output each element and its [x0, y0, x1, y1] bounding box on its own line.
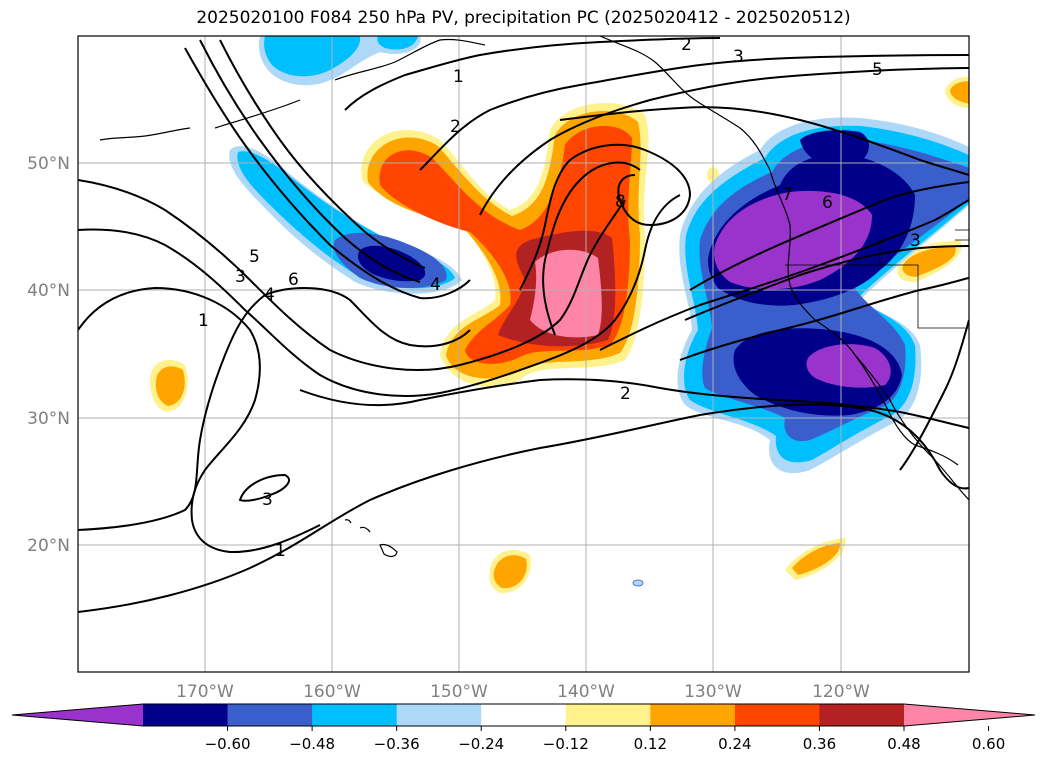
colorbar-tick-label: −0.60	[205, 735, 251, 753]
contour-label: 3	[235, 267, 246, 287]
pv-contour-6	[219, 39, 426, 269]
pv-contour-2	[344, 37, 721, 111]
pv-contour-5	[559, 106, 969, 176]
lon-label: 120°W	[812, 682, 870, 702]
colorbar-segment	[143, 704, 229, 726]
colorbar-segment	[481, 704, 567, 726]
pv-contour-2	[78, 179, 626, 371]
coastlines	[99, 36, 969, 558]
colorbar-tick-label: 0.24	[718, 735, 751, 753]
contour-label: 3	[262, 490, 273, 510]
lat-label: 20°N	[27, 536, 70, 556]
alaska-coast	[99, 38, 486, 141]
lon-label: 160°W	[303, 682, 361, 702]
colorbar-tick-label: −0.24	[458, 735, 504, 753]
positive-anomaly-orange	[155, 366, 185, 406]
colorbar: −0.60 −0.48 −0.36 −0.24 −0.12 0.12 0.24 0.36 0.4…	[11, 703, 1036, 753]
contour-label: 1	[198, 311, 209, 331]
colorbar-segment	[396, 704, 482, 726]
contour-label: 5	[249, 247, 260, 267]
lon-label: 150°W	[430, 682, 488, 702]
contour-label: 6	[288, 270, 299, 290]
positive-anomaly-orange	[902, 246, 956, 277]
negative-anomaly-navy	[800, 130, 870, 167]
lat-label: 30°N	[27, 409, 70, 429]
contour-label: 2	[450, 117, 461, 137]
map-area: 1 2 3 5 1 2 4 5 3 6 1 8 6 2 3 3 1 7 4	[77, 35, 970, 673]
colorbar-tick-label: −0.36	[374, 735, 420, 753]
contour-label: 2	[620, 384, 631, 404]
alaska-panhandle-coast	[599, 36, 969, 501]
latitude-axis: 50°N 40°N 30°N 20°N	[27, 154, 70, 556]
map-title: 2025020100 F084 250 hPa PV, precipitatio…	[196, 8, 851, 28]
pv-contour-1	[78, 287, 471, 531]
pv-contour-6	[519, 143, 692, 291]
pv-contour-6	[684, 245, 969, 321]
positive-anomaly-orange	[792, 543, 841, 575]
negative-anomaly-cyan	[377, 36, 418, 50]
contour-label: 7	[782, 185, 793, 205]
colorbar-segment	[565, 704, 651, 726]
colorbar-tick-label: 0.36	[803, 735, 836, 753]
colorbar-outline	[11, 703, 1036, 727]
colorbar-segment	[312, 704, 398, 726]
contour-label: 4	[264, 285, 275, 305]
pv-contour-2	[899, 319, 969, 471]
lat-label: 50°N	[27, 154, 70, 174]
pv-contour-3	[78, 194, 681, 397]
positive-anomaly-orange	[950, 81, 969, 104]
positive-anomaly-pink	[530, 249, 602, 338]
colorbar-segment	[650, 704, 736, 726]
pv-contour-1	[78, 403, 969, 613]
colorbar-extend-min	[12, 704, 143, 726]
pv-contour-1	[78, 286, 321, 554]
pv-contour-4	[599, 199, 969, 351]
longitude-axis: 170°W 160°W 150°W 140°W 130°W 120°W	[176, 682, 870, 702]
contour-label: 4	[430, 275, 441, 295]
colorbar-segment	[819, 704, 905, 726]
positive-anomaly-orange	[493, 555, 527, 589]
contour-label: 3	[910, 231, 921, 251]
pv-contour-5	[199, 39, 421, 283]
negative-anomaly-light-blue	[632, 579, 644, 587]
lon-label: 130°W	[684, 682, 742, 702]
colorbar-segment	[734, 704, 820, 726]
pv-contour-5	[479, 67, 969, 216]
precipitation-shading	[150, 36, 969, 594]
lon-label: 140°W	[557, 682, 615, 702]
negative-anomaly-cyan	[264, 36, 361, 77]
contour-labels: 1 2 3 5 1 2 4 5 3 6 1 8 6 2 3 3 1 7 4	[198, 35, 921, 561]
lat-label: 40°N	[27, 281, 70, 301]
map-frame	[77, 35, 970, 673]
pv-contours	[78, 37, 969, 613]
colorbar-tick-label: −0.12	[543, 735, 589, 753]
contour-label: 1	[453, 67, 464, 87]
colorbar-tick-label: 0.48	[887, 735, 920, 753]
country-borders	[785, 229, 969, 329]
contour-label: 8	[615, 192, 626, 212]
pv-contour-3	[419, 54, 969, 171]
contour-label: 6	[822, 193, 833, 213]
pv-contour-4	[184, 47, 471, 300]
pv-contour-6	[542, 161, 641, 336]
baja-coast	[854, 354, 959, 466]
colorbar-tick-label: 0.12	[634, 735, 667, 753]
hawaii-islands	[344, 519, 398, 558]
map-gridlines	[78, 36, 969, 672]
contour-label: 3	[733, 47, 744, 67]
contour-label: 5	[872, 60, 883, 80]
colorbar-segment	[227, 704, 313, 726]
contour-label: 1	[275, 541, 286, 561]
colorbar-tick-label: 0.60	[972, 735, 1005, 753]
contour-label: 2	[681, 35, 692, 55]
pv-contour-6	[689, 181, 969, 291]
pv-contour-3	[679, 277, 969, 361]
colorbar-extend-max	[904, 704, 1035, 726]
lon-label: 170°W	[176, 682, 234, 702]
pv-contour-2	[299, 378, 969, 429]
negative-anomaly-navy	[357, 245, 426, 282]
pv-contour-3	[238, 473, 290, 502]
colorbar-tick-label: −0.48	[289, 735, 335, 753]
